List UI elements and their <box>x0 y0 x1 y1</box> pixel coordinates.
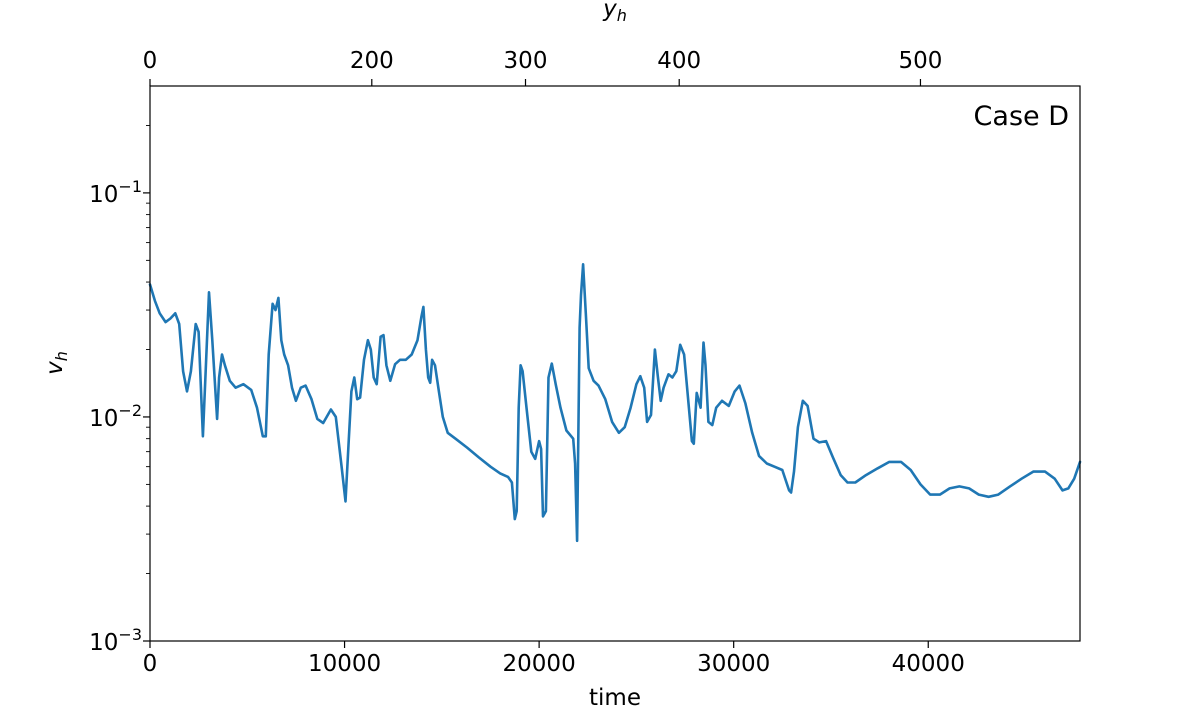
x-tick-label-3: 30000 <box>697 651 770 677</box>
plot-area <box>150 86 1080 641</box>
y-tick-exp-0: −3 <box>118 625 142 644</box>
top-tick-label-3: 400 <box>657 48 701 74</box>
y-tick-base-2: 10 <box>89 182 118 208</box>
top-axis-title-base: y <box>602 0 617 22</box>
y-tick-exp-1: −2 <box>118 401 142 420</box>
x-tick-label-1: 10000 <box>308 651 381 677</box>
y-tick-label-0: 10−3 <box>89 625 142 656</box>
x-tick-label-4: 40000 <box>892 651 965 677</box>
x-axis-title: time <box>589 685 641 711</box>
top-axis-title-sub: h <box>617 6 627 25</box>
y-axis-title-sub: h <box>52 351 71 361</box>
x-tick-label-0: 0 <box>143 651 158 677</box>
top-tick-label-1: 200 <box>350 48 394 74</box>
top-tick-label-0: 0 <box>143 48 158 74</box>
series-line-v_h <box>148 263 1082 543</box>
annotation-case-label: Case D <box>974 101 1069 132</box>
plot-frame <box>149 85 1081 642</box>
y-axis-title: vh <box>42 351 71 375</box>
y-tick-base-0: 10 <box>89 630 118 656</box>
y-tick-exp-2: −1 <box>118 177 142 196</box>
top-tick-label-2: 300 <box>504 48 548 74</box>
y-tick-label-1: 10−2 <box>89 401 142 432</box>
top-tick-label-4: 500 <box>899 48 943 74</box>
y-tick-label-2: 10−1 <box>89 177 142 208</box>
x-tick-label-2: 20000 <box>503 651 576 677</box>
y-tick-base-1: 10 <box>89 406 118 432</box>
top-axis-title: yh <box>602 0 627 25</box>
y-axis-title-base: v <box>42 361 68 375</box>
